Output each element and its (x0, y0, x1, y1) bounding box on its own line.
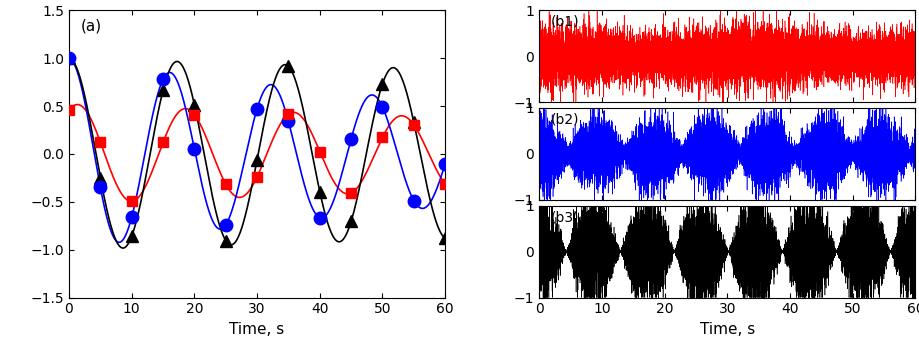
Text: (b1): (b1) (550, 15, 578, 29)
X-axis label: Time, s: Time, s (699, 322, 754, 337)
Text: (b2): (b2) (550, 112, 578, 127)
Text: (b3): (b3) (550, 210, 578, 224)
Text: (a): (a) (80, 19, 101, 34)
X-axis label: Time, s: Time, s (229, 322, 284, 337)
